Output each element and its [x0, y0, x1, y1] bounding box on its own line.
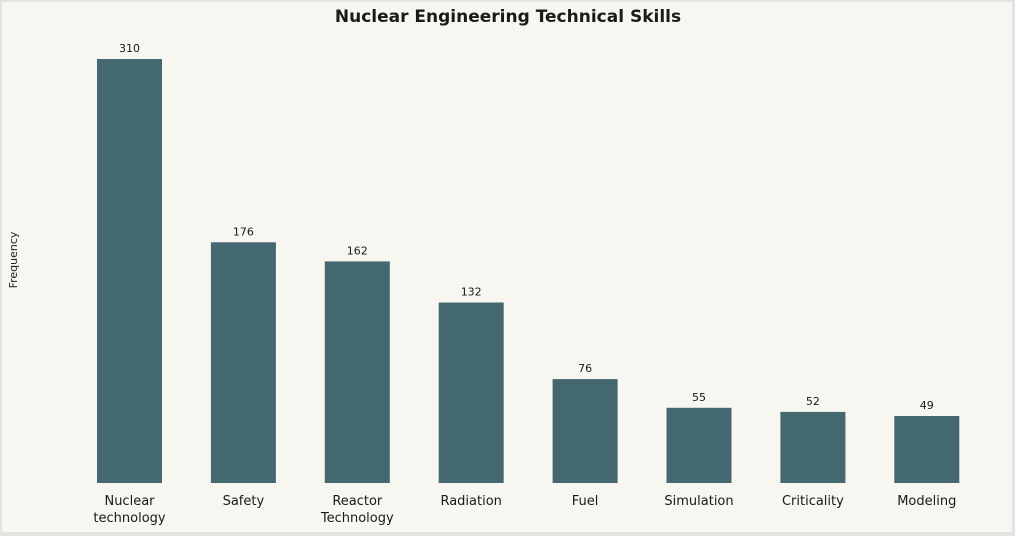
x-tick-label-line: Simulation [664, 494, 733, 509]
data-label: 52 [806, 395, 820, 408]
x-tick-labels-group: Nuclear technology Safety Reactor Technology… [93, 494, 956, 526]
bar [210, 242, 276, 483]
x-tick-label-line: Technology [320, 511, 394, 526]
x-tick-label-line: Radiation [440, 494, 501, 509]
x-tick-label: Criticality [782, 494, 844, 509]
data-label: 162 [347, 244, 368, 257]
x-tick-label: Simulation [664, 494, 733, 509]
y-axis-label: Frequency [7, 231, 20, 288]
bar [97, 59, 162, 483]
bar [324, 261, 390, 483]
chart-title: Nuclear Engineering Technical Skills [335, 7, 681, 27]
x-tick-label: Radiation [440, 494, 501, 509]
bar [780, 411, 846, 483]
data-label: 132 [461, 286, 482, 299]
x-tick-label-line: Reactor [332, 494, 383, 509]
data-label: 310 [119, 42, 140, 55]
bar [666, 407, 732, 483]
x-tick-label: Modeling [897, 494, 956, 509]
x-tick-label-line: Criticality [782, 494, 844, 509]
data-label: 55 [692, 391, 706, 404]
data-label: 49 [920, 399, 934, 412]
data-label: 176 [233, 225, 254, 238]
x-tick-label: Nuclear technology [93, 494, 165, 526]
bars-group [97, 59, 960, 483]
data-label: 76 [578, 362, 592, 375]
x-tick-label-line: Safety [223, 494, 265, 509]
bar [438, 302, 504, 483]
x-tick-label-line: Nuclear [104, 494, 155, 509]
x-tick-label: Reactor Technology [320, 494, 394, 526]
data-labels-group: 310 176 162 132 76 55 52 49 [119, 42, 934, 412]
x-tick-label-line: Fuel [572, 494, 599, 509]
x-tick-label-line: technology [93, 511, 165, 526]
x-tick-label: Safety [223, 494, 265, 509]
x-tick-label: Fuel [572, 494, 599, 509]
bar [894, 416, 960, 483]
x-tick-label-line: Modeling [897, 494, 956, 509]
bar [552, 379, 618, 483]
